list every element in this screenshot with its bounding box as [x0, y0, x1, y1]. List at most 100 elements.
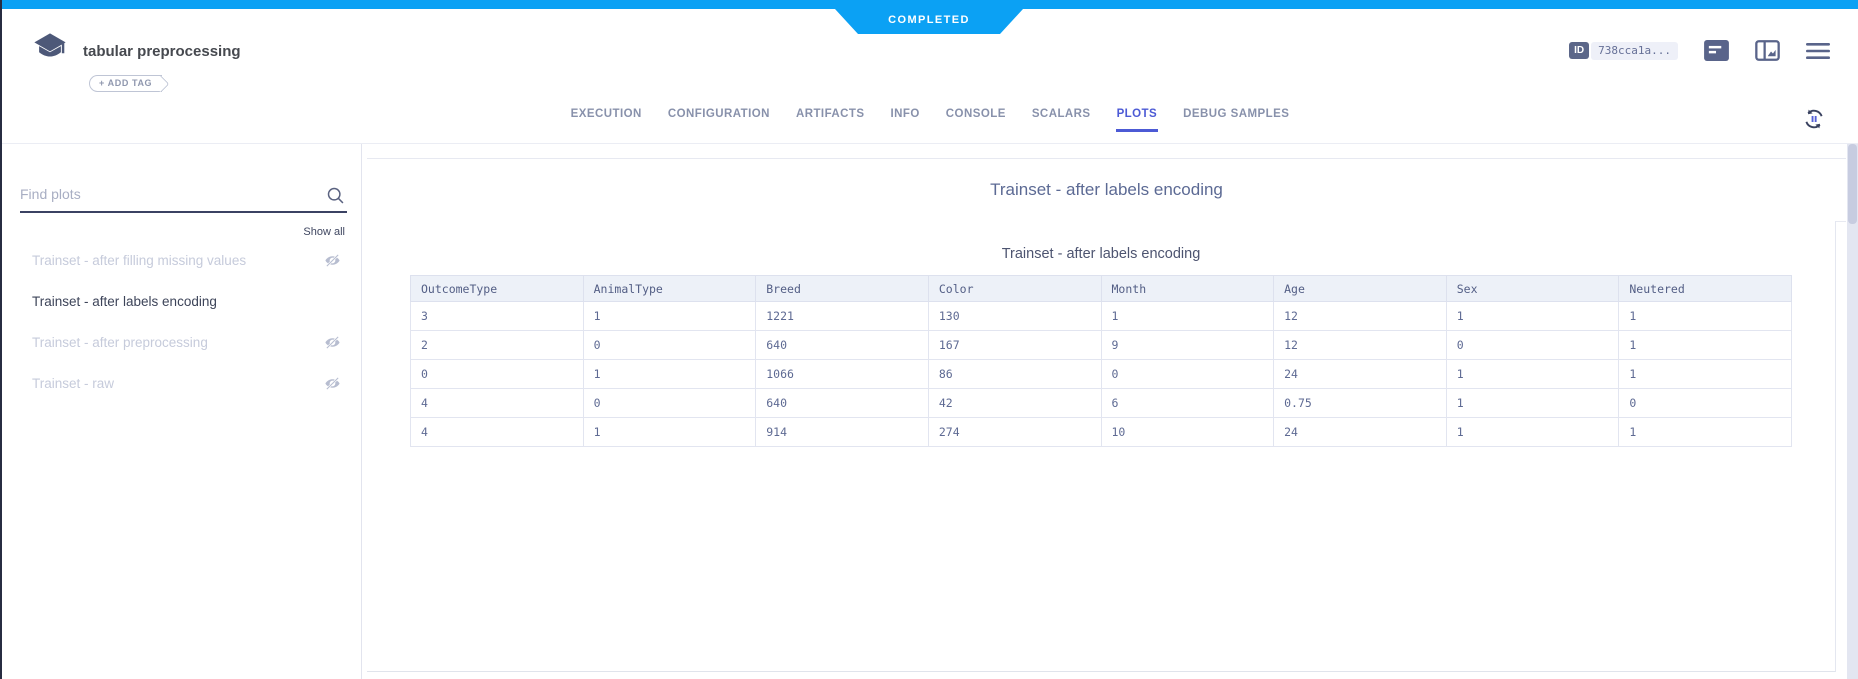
table-cell: 0	[582, 388, 757, 418]
table-cell: 42	[927, 388, 1102, 418]
left-edge-strip	[0, 0, 2, 679]
details-panel-icon[interactable]	[1704, 40, 1729, 61]
table-cell: 640	[755, 388, 929, 418]
id-value: 738cca1a...	[1591, 41, 1678, 60]
table-cell: 24	[1273, 417, 1447, 447]
table-cell: 0	[410, 359, 584, 389]
add-tag-button[interactable]: + ADD TAG	[89, 75, 163, 92]
tab-debug-samples[interactable]: DEBUG SAMPLES	[1171, 104, 1301, 132]
plot-panel: Trainset - after labels encoding Trainse…	[362, 144, 1858, 679]
table-cell: 0	[1618, 388, 1792, 418]
search-input[interactable]	[20, 182, 347, 213]
experiment-logo-icon	[34, 33, 66, 57]
table-row: 4 0 640 42 6 0.75 1 0	[410, 388, 1792, 418]
table-cell: 12	[1273, 330, 1447, 360]
eye-off-icon[interactable]	[324, 252, 341, 269]
table-row: 4 1 914 274 10 24 1 1	[410, 417, 1792, 447]
table-cell: 0	[1445, 330, 1620, 360]
table-cell: 9	[1100, 330, 1275, 360]
table-cell: 1	[1445, 359, 1620, 389]
tab-bar: EXECUTION CONFIGURATION ARTIFACTS INFO CONSO…	[2, 104, 1858, 132]
plot-list: Trainset - after filling missing values …	[2, 240, 361, 404]
table-row: 3 1 1221 130 1 12 1 1	[410, 301, 1792, 331]
table-cell: 1	[1445, 417, 1620, 447]
compare-panels-icon[interactable]	[1755, 40, 1780, 61]
tab-configuration[interactable]: CONFIGURATION	[656, 104, 782, 132]
plot-item-label: Trainset - raw	[32, 376, 115, 391]
plot-table: OutcomeType AnimalType Breed Color Month Age S…	[410, 275, 1792, 447]
plot-section-title: Trainset - after labels encoding	[990, 180, 1223, 199]
plot-card: Trainset - after labels encoding Outcome…	[367, 221, 1836, 672]
plot-search	[20, 182, 347, 213]
table-cell: 4	[410, 388, 584, 418]
table-cell: 1	[1618, 301, 1792, 331]
table-cell: 1066	[755, 359, 929, 389]
table-cell: 1221	[755, 301, 929, 331]
tab-artifacts[interactable]: ARTIFACTS	[784, 104, 877, 132]
table-cell: 2	[410, 330, 584, 360]
table-cell: 167	[927, 330, 1102, 360]
table-cell: 640	[755, 330, 929, 360]
plots-sidebar: Show all Trainset - after filling missin…	[2, 144, 362, 679]
plot-list-item[interactable]: Trainset - after filling missing values	[2, 240, 361, 281]
tab-plots[interactable]: PLOTS	[1105, 104, 1170, 132]
table-row: 0 1 1066 86 0 24 1 1	[410, 359, 1792, 389]
table-row: 2 0 640 167 9 12 0 1	[410, 330, 1792, 360]
search-icon	[327, 187, 344, 204]
experiment-id-chip[interactable]: ID 738cca1a...	[1569, 41, 1678, 60]
table-cell: 0	[582, 330, 757, 360]
plot-list-item[interactable]: Trainset - after labels encoding	[2, 281, 361, 322]
plot-list-item[interactable]: Trainset - raw	[2, 363, 361, 404]
tab-info[interactable]: INFO	[879, 104, 932, 132]
table-cell: 6	[1100, 388, 1275, 418]
table-cell: 0.75	[1273, 388, 1447, 418]
plot-chart-title: Trainset - after labels encoding	[1001, 246, 1201, 262]
table-cell: 24	[1273, 359, 1447, 389]
table-cell: 12	[1273, 301, 1447, 331]
top-accent-bar	[0, 0, 1858, 9]
menu-icon[interactable]	[1806, 42, 1830, 60]
table-cell: 10	[1100, 417, 1275, 447]
table-header-cell: Neutered	[1618, 275, 1792, 302]
table-cell: 914	[755, 417, 929, 447]
table-header-cell: Breed	[755, 275, 929, 302]
tab-execution[interactable]: EXECUTION	[559, 104, 654, 132]
table-cell: 1	[1445, 301, 1620, 331]
auto-refresh-icon[interactable]	[1803, 108, 1825, 130]
table-cell: 3	[410, 301, 584, 331]
show-all-link[interactable]: Show all	[303, 226, 345, 238]
table-cell: 1	[582, 301, 757, 331]
table-cell: 1	[582, 417, 757, 447]
scrollbar-thumb[interactable]	[1848, 144, 1857, 224]
vertical-scrollbar[interactable]	[1847, 144, 1858, 679]
table-cell: 1	[582, 359, 757, 389]
plot-item-label: Trainset - after labels encoding	[32, 294, 217, 309]
header-actions: ID 738cca1a...	[1569, 40, 1830, 61]
table-header-cell: Sex	[1445, 275, 1620, 302]
tab-scalars[interactable]: SCALARS	[1020, 104, 1103, 132]
table-cell: 1	[1618, 330, 1792, 360]
table-header-cell: Month	[1100, 275, 1275, 302]
experiment-title: tabular preprocessing	[83, 43, 241, 60]
tab-console[interactable]: CONSOLE	[934, 104, 1018, 132]
content-area: Show all Trainset - after filling missin…	[2, 144, 1858, 679]
table-header-cell: Color	[927, 275, 1102, 302]
table-cell: 86	[927, 359, 1102, 389]
plot-list-item[interactable]: Trainset - after preprocessing	[2, 322, 361, 363]
table-header-row: OutcomeType AnimalType Breed Color Month Age S…	[410, 275, 1792, 302]
plot-section-header: Trainset - after labels encoding	[367, 158, 1846, 222]
table-cell: 1	[1445, 388, 1620, 418]
eye-off-icon[interactable]	[324, 334, 341, 351]
table-header-cell: OutcomeType	[410, 275, 584, 302]
table-cell: 274	[927, 417, 1102, 447]
plot-item-label: Trainset - after filling missing values	[32, 253, 247, 268]
plot-item-label: Trainset - after preprocessing	[32, 335, 208, 350]
table-cell: 1	[1618, 417, 1792, 447]
table-cell: 4	[410, 417, 584, 447]
table-cell: 1	[1618, 359, 1792, 389]
eye-off-icon[interactable]	[324, 375, 341, 392]
id-badge: ID	[1569, 42, 1590, 59]
table-cell: 0	[1100, 359, 1275, 389]
table-cell: 130	[927, 301, 1102, 331]
